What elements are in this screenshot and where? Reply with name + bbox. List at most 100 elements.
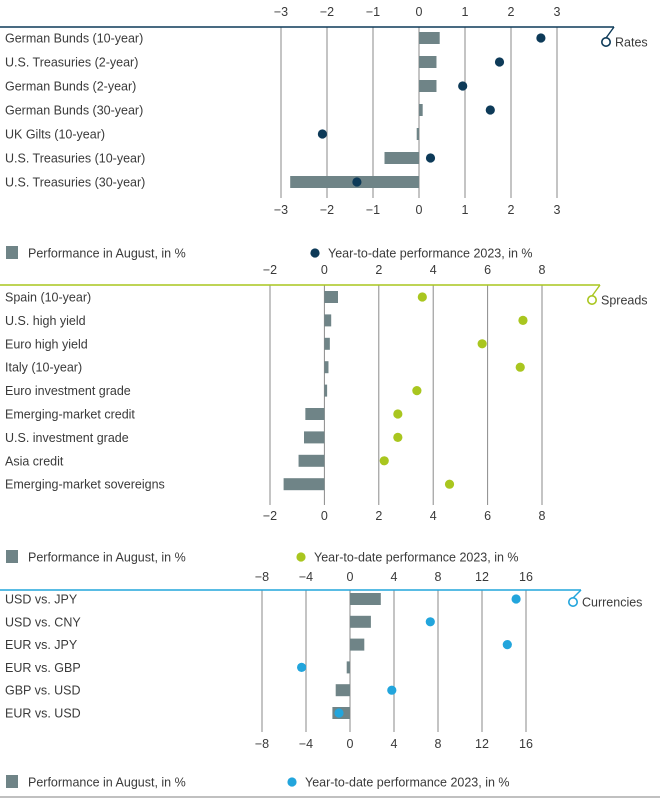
rates-panel-title: Rates (615, 36, 648, 50)
rates-tick-label-bottom: −2 (320, 203, 334, 217)
rates-bar-august (419, 80, 437, 92)
spreads-tick-label-bottom: 6 (484, 509, 491, 523)
spreads-legend-bar-label: Performance in August, in % (28, 551, 186, 565)
rates-category-label: German Bunds (2-year) (5, 80, 136, 94)
spreads-category-label: Euro investment grade (5, 384, 131, 398)
spreads-bar-august (305, 408, 325, 420)
currencies-bar-august (350, 593, 381, 605)
currencies-tick-label-bottom: 12 (475, 737, 489, 751)
rates-legend-dot-swatch (310, 248, 320, 258)
spreads-tick-label-top: 4 (430, 263, 437, 277)
currencies-tick-label-bottom: −4 (299, 737, 313, 751)
rates-tick-label-bottom: 1 (462, 203, 469, 217)
rates-tick-label-top: 3 (554, 5, 561, 19)
currencies-category-label: EUR vs. USD (5, 707, 81, 721)
spreads-bar-august (283, 478, 325, 491)
spreads-bar-august (304, 431, 325, 444)
spreads-bar-august (324, 384, 328, 397)
spreads-category-label: Italy (10-year) (5, 361, 82, 375)
currencies-panel-title: Currencies (582, 596, 642, 610)
spreads-dot-ytd (444, 479, 455, 489)
currencies-panel: Currencies −8 −8 −4 −4 0 0 4 4 8 8 12 12 16 16 USD vs. … (0, 570, 642, 790)
currencies-tick-label-top: 16 (519, 570, 533, 584)
currencies-tick-label-bottom: 8 (435, 737, 442, 751)
currencies-category-label: GBP vs. USD (5, 684, 80, 698)
rates-category-label: German Bunds (30-year) (5, 104, 143, 118)
rates-dot-ytd (458, 81, 468, 91)
currencies-dot-ytd (334, 708, 344, 718)
spreads-bar-august (324, 291, 338, 303)
currencies-dot-ytd (297, 662, 307, 673)
spreads-category-label: U.S. high yield (5, 314, 86, 328)
spreads-bar-august (298, 454, 325, 467)
currencies-tick-label-bottom: 0 (347, 737, 354, 751)
spreads-tick-label-top: 8 (539, 263, 546, 277)
currencies-dot-ytd (511, 594, 521, 604)
spreads-tick-label-bottom: 4 (430, 509, 437, 523)
rates-legend-bar-label: Performance in August, in % (28, 247, 186, 261)
rates-category-label: U.S. Treasuries (10-year) (5, 152, 145, 166)
rates-tick-label-top: −2 (320, 5, 334, 19)
rates-tick-label-top: −3 (274, 5, 288, 19)
currencies-category-label: EUR vs. GBP (5, 661, 81, 675)
spreads-legend-bar-swatch (6, 550, 18, 563)
rates-tick-label-bottom: 0 (416, 203, 423, 217)
currencies-dot-ytd (387, 685, 397, 695)
rates-category-label: German Bunds (10-year) (5, 32, 143, 46)
spreads-dot-ytd (379, 456, 389, 466)
currencies-tick-label-bottom: −8 (255, 737, 269, 751)
rates-tick-label-bottom: −1 (366, 203, 380, 217)
currencies-bar-august (350, 638, 365, 651)
spreads-legend-dot-label: Year-to-date performance 2023, in % (314, 551, 519, 565)
currencies-tick-label-bottom: 16 (519, 737, 533, 751)
spreads-bar-august (324, 337, 330, 350)
rates-legend-dot-label: Year-to-date performance 2023, in % (328, 247, 533, 261)
spreads-panel-title: Spreads (601, 294, 648, 308)
spreads-category-label: Spain (10-year) (5, 291, 91, 305)
currencies-dot-ytd (425, 617, 435, 627)
rates-category-label: U.S. Treasuries (2-year) (5, 56, 138, 70)
spreads-dot-ytd (518, 315, 528, 325)
rates-tick-label-bottom: −3 (274, 203, 288, 217)
rates-tick-label-top: −1 (366, 5, 380, 19)
spreads-tick-label-bottom: 0 (321, 509, 328, 523)
currencies-category-label: USD vs. JPY (5, 593, 78, 607)
currencies-category-label: EUR vs. JPY (5, 638, 78, 652)
spreads-tick-label-top: 0 (321, 263, 328, 277)
currencies-bar-august (350, 615, 371, 628)
rates-panel: Rates −3 −3 −2 −2 −1 −1 0 0 1 1 2 2 3 3 German Bunds (1… (0, 5, 648, 261)
currencies-legend-bar-swatch (6, 775, 18, 788)
rates-dot-ytd (536, 33, 546, 43)
spreads-marker-circle (586, 294, 597, 305)
currencies-tick-label-top: 4 (391, 570, 398, 584)
spreads-dot-ytd (393, 432, 403, 442)
spreads-tick-label-bottom: 8 (539, 509, 546, 523)
spreads-category-label: Emerging-market sovereigns (5, 478, 165, 492)
rates-marker-circle (600, 36, 611, 47)
rates-category-label: U.S. Treasuries (30-year) (5, 176, 145, 190)
rates-dot-ytd (352, 177, 362, 187)
rates-bar-august (419, 32, 440, 44)
currencies-tick-label-top: 12 (475, 570, 489, 584)
rates-bar-august (416, 128, 419, 140)
rates-dot-ytd (425, 153, 436, 163)
currencies-tick-label-top: −4 (299, 570, 313, 584)
spreads-tick-label-bottom: 2 (375, 509, 382, 523)
currencies-rule-connector (572, 589, 582, 599)
spreads-category-label: Emerging-market credit (5, 408, 135, 422)
rates-bar-august (419, 104, 423, 116)
rates-dot-ytd (485, 105, 495, 115)
currencies-category-label: USD vs. CNY (5, 615, 81, 629)
rates-category-label: UK Gilts (10-year) (5, 128, 105, 142)
currencies-tick-label-top: −8 (255, 570, 269, 584)
rates-tick-label-top: 2 (508, 5, 515, 19)
rates-tick-label-top: 1 (462, 5, 469, 19)
rates-rule-connector (605, 26, 615, 39)
rates-legend-bar-swatch (6, 246, 18, 259)
spreads-tick-label-top: 2 (375, 263, 382, 277)
spreads-dot-ytd (393, 409, 403, 419)
spreads-category-label: Asia credit (5, 454, 64, 468)
currencies-bar-august (335, 684, 350, 697)
spreads-dot-ytd (412, 386, 422, 396)
